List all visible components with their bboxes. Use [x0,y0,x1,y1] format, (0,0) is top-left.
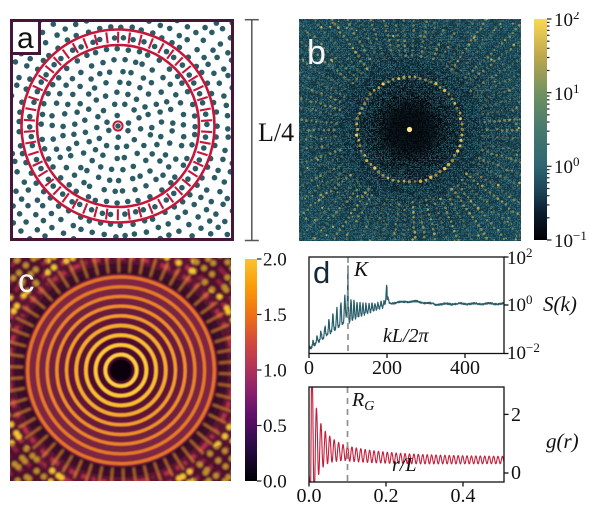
svg-text:0: 0 [304,357,314,379]
svg-text:2.0: 2.0 [263,252,287,271]
svg-text:L/4: L/4 [258,118,294,147]
svg-text:a: a [17,22,34,55]
svg-text:101: 101 [554,81,580,105]
svg-text:g(r): g(r) [546,429,579,453]
svg-text:1.5: 1.5 [263,305,287,326]
svg-text:0.0: 0.0 [263,472,287,493]
svg-text:0.0: 0.0 [297,485,322,507]
svg-text:400: 400 [450,357,480,379]
svg-text:0.4: 0.4 [451,485,476,507]
svg-text:c: c [18,262,35,299]
svg-text:0: 0 [511,462,521,484]
svg-text:kL/2π: kL/2π [383,325,430,347]
svg-text:0.2: 0.2 [374,485,399,507]
svg-text:d: d [313,255,330,290]
svg-text:100: 100 [554,154,580,178]
svg-text:S(k): S(k) [543,292,577,316]
svg-text:100: 100 [507,292,533,316]
svg-text:102: 102 [507,245,533,269]
svg-text:RG: RG [351,389,374,414]
svg-text:K: K [353,257,369,281]
svg-text:102: 102 [554,12,580,31]
svg-text:200: 200 [372,357,402,379]
svg-text:10−2: 10−2 [507,340,540,364]
svg-text:0.5: 0.5 [263,416,287,437]
svg-text:2: 2 [511,404,521,426]
svg-text:r/L: r/L [392,454,416,476]
svg-text:1.0: 1.0 [263,361,287,382]
svg-text:b: b [307,34,326,72]
